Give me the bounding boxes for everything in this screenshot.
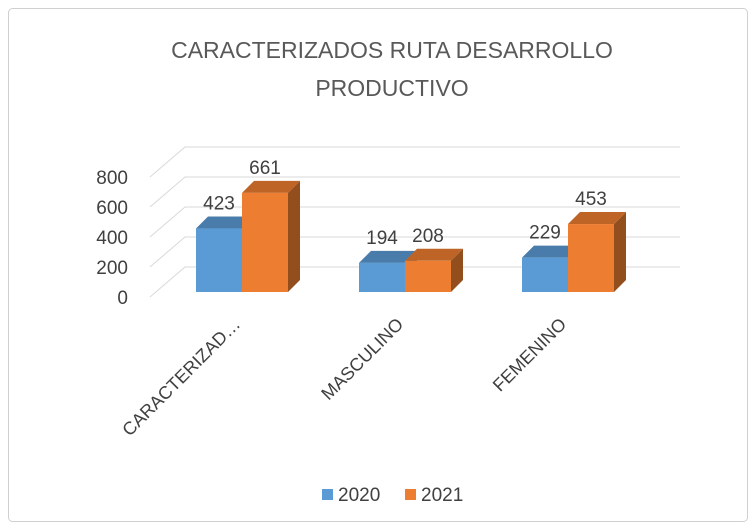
- bar-top: [568, 212, 626, 225]
- y-tick-label: 400: [96, 228, 128, 249]
- chart-title: CARACTERIZADOS RUTA DESARROLLO: [171, 37, 613, 63]
- grid-line: [149, 266, 680, 298]
- legend-label: 2020: [338, 485, 380, 506]
- legend-label: 2021: [421, 485, 463, 506]
- data-label: 229: [529, 223, 561, 244]
- bar-side: [451, 248, 463, 292]
- y-tick-label: 800: [96, 168, 128, 189]
- y-tick-label: 600: [96, 198, 128, 219]
- legend-swatch: [322, 489, 333, 500]
- bar-top: [359, 250, 417, 263]
- grid-line: [149, 176, 680, 208]
- y-tick-label: 200: [96, 258, 128, 279]
- y-tick-label: 0: [117, 288, 128, 309]
- grid-line: [149, 146, 680, 178]
- bar: [359, 262, 405, 292]
- grid-line: [149, 206, 680, 238]
- chart-title: PRODUCTIVO: [315, 75, 468, 101]
- data-label: 208: [412, 226, 444, 247]
- bar-top: [242, 180, 300, 193]
- grid-line: [149, 236, 680, 268]
- bar-top: [405, 248, 463, 261]
- bar: [522, 257, 568, 292]
- bar: [242, 192, 288, 292]
- legend-swatch: [405, 489, 416, 500]
- bar: [196, 228, 242, 292]
- bar-side: [288, 180, 300, 292]
- bar: [405, 260, 451, 292]
- data-label: 453: [575, 189, 607, 210]
- data-label: 661: [249, 158, 281, 179]
- bar-side: [614, 212, 626, 292]
- bar-top: [522, 245, 580, 258]
- bar: [568, 224, 614, 292]
- data-label: 423: [203, 194, 235, 215]
- bar-top: [196, 216, 254, 229]
- data-label: 194: [366, 228, 398, 249]
